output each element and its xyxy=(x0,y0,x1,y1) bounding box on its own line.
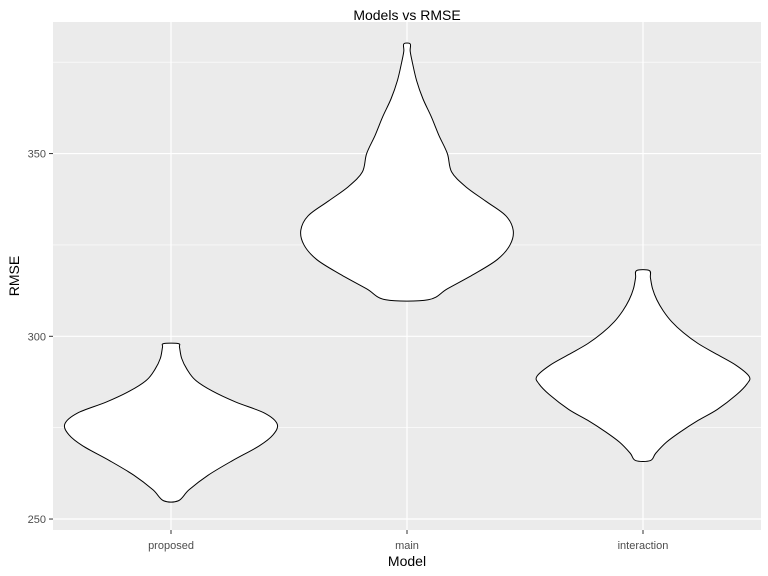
violin-interaction xyxy=(535,269,751,462)
x-axis-title: Model xyxy=(388,553,426,569)
axis-ticks: 250 300 350 proposed main interaction xyxy=(28,149,669,552)
x-tick-label: interaction xyxy=(618,540,669,552)
y-tick-label: 300 xyxy=(28,331,46,343)
violin-proposed xyxy=(63,342,279,503)
x-tick-label: proposed xyxy=(148,540,194,552)
chart-title: Models vs RMSE xyxy=(353,7,460,23)
y-tick-label: 250 xyxy=(28,514,46,526)
y-tick-label: 350 xyxy=(28,149,46,161)
y-axis-title: RMSE xyxy=(6,256,22,296)
x-tick-label: main xyxy=(395,540,419,552)
violins xyxy=(63,42,751,503)
violin-main xyxy=(300,42,514,302)
